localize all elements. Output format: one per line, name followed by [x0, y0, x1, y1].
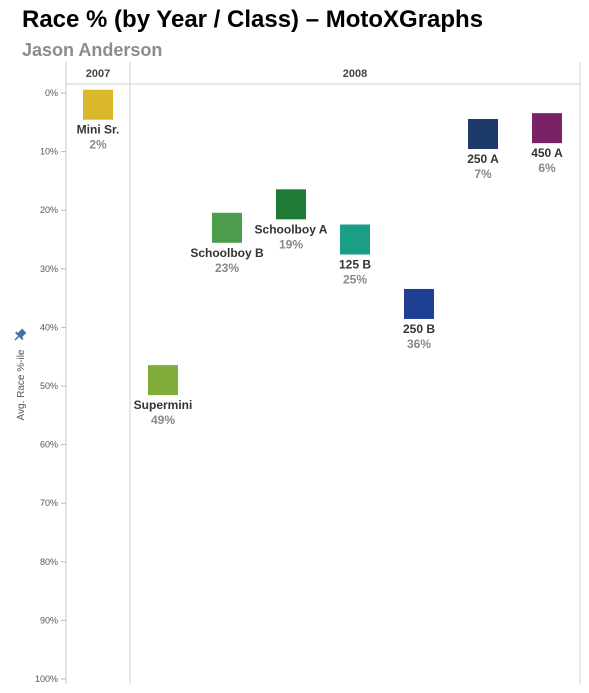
pin-icon-base	[15, 331, 24, 340]
y-tick-label: 0%	[45, 88, 58, 98]
point-label: 250 B	[403, 322, 435, 336]
point-marker[interactable]	[404, 288, 434, 319]
y-tick-label: 40%	[40, 322, 58, 332]
y-tick-label: 80%	[40, 557, 58, 567]
point-label: Schoolboy A	[255, 222, 328, 236]
point-value-label: 49%	[151, 413, 175, 427]
chart-subtitle: Jason Anderson	[22, 40, 163, 60]
y-axis-ticks: 0% 10% 20% 30% 40% 50% 60% 70% 80% 90% 100%	[35, 88, 66, 684]
column-header-2008: 2008	[343, 68, 367, 80]
point-marker[interactable]	[340, 224, 370, 255]
data-point[interactable]: 250 A7%	[467, 119, 499, 181]
point-marker[interactable]	[276, 189, 306, 220]
y-tick-label: 100%	[35, 674, 58, 684]
column-header-2007: 2007	[86, 68, 110, 80]
point-value-label: 2%	[89, 138, 107, 152]
point-value-label: 6%	[538, 161, 556, 175]
y-tick-label: 30%	[40, 264, 58, 274]
point-label: Schoolboy B	[190, 246, 264, 260]
point-label: 250 A	[467, 152, 499, 166]
y-tick-label: 70%	[40, 498, 58, 508]
y-axis-label-group: Avg. Race %-ile	[12, 327, 28, 420]
data-point[interactable]: Mini Sr.2%	[77, 89, 120, 152]
y-tick-label: 10%	[40, 147, 58, 157]
y-tick-label: 60%	[40, 440, 58, 450]
pin-icon-needle	[14, 335, 20, 341]
point-value-label: 7%	[474, 167, 492, 181]
point-label: 450 A	[531, 146, 563, 160]
y-tick-label: 50%	[40, 381, 58, 391]
chart-frame: 2007 2008	[65, 62, 581, 684]
point-label: 125 B	[339, 258, 371, 272]
y-axis-label: Avg. Race %-ile	[16, 349, 27, 420]
y-tick-label: 20%	[40, 205, 58, 215]
data-point[interactable]: Schoolboy A19%	[255, 189, 328, 251]
point-marker[interactable]	[148, 365, 178, 396]
point-value-label: 25%	[343, 273, 367, 287]
point-value-label: 19%	[279, 237, 303, 251]
point-label: Mini Sr.	[77, 123, 120, 137]
data-point[interactable]: 450 A6%	[531, 113, 563, 175]
chart-title: Race % (by Year / Class) – MotoXGraphs	[22, 6, 484, 33]
data-point[interactable]: 125 B25%	[339, 224, 371, 287]
pin-icon[interactable]	[12, 327, 28, 343]
point-label: Supermini	[134, 398, 193, 412]
point-marker[interactable]	[212, 212, 242, 243]
data-point[interactable]: Schoolboy B23%	[190, 212, 264, 275]
point-value-label: 23%	[215, 261, 239, 275]
point-marker[interactable]	[468, 119, 498, 150]
y-tick-label: 90%	[40, 615, 58, 625]
data-point[interactable]: 250 B36%	[403, 288, 435, 351]
point-value-label: 36%	[407, 337, 431, 351]
point-marker[interactable]	[532, 113, 562, 144]
point-marker[interactable]	[83, 89, 113, 120]
